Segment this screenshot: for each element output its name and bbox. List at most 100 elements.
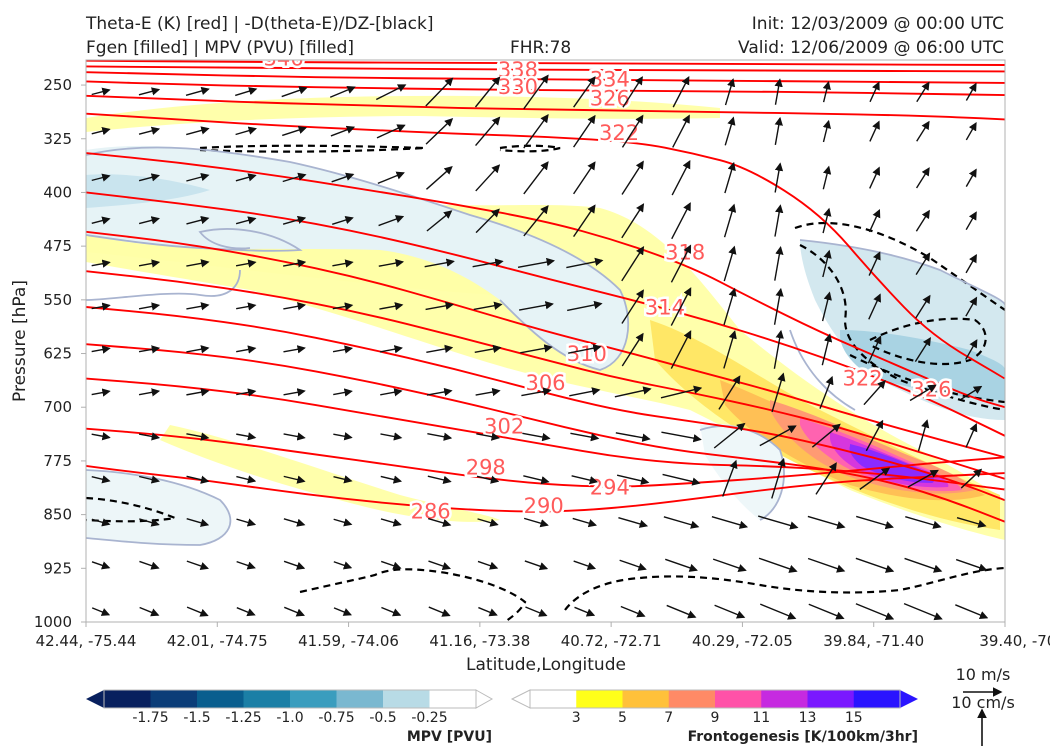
wind-vector-139 [380, 388, 403, 397]
wind-vectors [91, 74, 989, 621]
mpv-colorbar-tick-0: -1.75 [132, 710, 168, 726]
wind-vector-9 [523, 74, 549, 110]
theta-e-label-2: 338 [498, 58, 538, 82]
wind-vector-108 [723, 287, 737, 326]
wind-vector-206 [856, 515, 894, 530]
wind-vector-80 [283, 259, 307, 268]
vector-key-ms-label: 10 m/s [956, 665, 1011, 684]
wind-vector-19 [91, 127, 111, 136]
wind-vector-167 [811, 423, 841, 448]
theta-e-line-346 [944, 60, 1005, 61]
wind-vector-96 [138, 302, 161, 311]
fgen-colorbar-tick-0: 3 [572, 710, 581, 726]
wind-vector-25 [376, 124, 406, 139]
mpv-colorbar-tick-6: -0.25 [411, 710, 447, 726]
wind-vector-230 [186, 606, 209, 617]
wind-vector-55 [915, 167, 930, 189]
x-tick-label-7: 39.40, -70.7 [979, 632, 1050, 650]
wind-vector-198 [477, 518, 499, 527]
wind-vector-138 [333, 388, 353, 397]
wind-vector-67 [573, 204, 596, 237]
wind-vector-175 [283, 475, 306, 484]
wind-vector-17 [916, 81, 930, 103]
wind-vector-233 [333, 607, 352, 616]
theta-e-line-330 [86, 80, 1005, 97]
fgen-yellow-band-upper [86, 95, 720, 132]
theta-e-line-326 [86, 94, 1005, 121]
wind-vector-205 [807, 515, 846, 530]
stability-contour-lower-left [86, 496, 180, 523]
wind-vector-117 [236, 345, 257, 354]
wind-vector-215 [380, 560, 402, 570]
mpv-mid-right [840, 330, 1005, 400]
wind-vector-191 [139, 518, 160, 527]
wind-vector-208 [956, 516, 987, 528]
mpv-colorbar-segment-1 [150, 690, 198, 708]
wind-vector-152 [91, 432, 111, 441]
wind-vector-93 [915, 252, 931, 275]
wind-vector-197 [427, 517, 452, 528]
stability-contour-bottom [299, 566, 1005, 622]
wind-vector-223 [758, 557, 798, 573]
y-tick-label-7: 775 [43, 452, 72, 470]
wind-vector-82 [378, 258, 405, 268]
wind-vector-177 [380, 475, 403, 484]
wind-vector-32 [724, 116, 736, 146]
theta-e-line-306 [86, 270, 1005, 480]
wind-vector-12 [672, 76, 690, 108]
wind-vector-149 [863, 380, 886, 406]
fgen-yellow-band-lower [160, 425, 500, 522]
y-tick-label-9: 925 [43, 559, 72, 577]
y-tick-label-0: 250 [43, 76, 72, 94]
mpv-colorbar-extend-low [86, 690, 104, 708]
wind-vector-195 [333, 518, 353, 527]
theta-e-label-7: 318 [665, 241, 705, 265]
x-axis-ticks: 42.44, -75.44 42.01, -74.75 41.59, -74.06 4… [36, 622, 1050, 650]
wind-vector-106 [621, 289, 644, 324]
wind-vector-159 [427, 432, 453, 441]
theta-e-label-11: 302 [484, 415, 524, 439]
wind-vector-87 [621, 246, 645, 282]
theta-e-label-17: 326 [911, 377, 951, 401]
mpv-colorbar-tick-4: -0.75 [318, 710, 354, 726]
wind-vector-142 [521, 387, 552, 397]
x-tick-label-3: 41.16, -73.38 [429, 632, 530, 650]
wind-vector-30 [621, 114, 644, 148]
theta-e-line-322 [86, 112, 1005, 380]
wind-vector-33 [774, 116, 783, 146]
y-tick-label-8: 850 [43, 506, 72, 524]
title-left-1: Theta-E (K) [red] | -D(theta-E)/DZ-[blac… [86, 14, 434, 34]
wind-vector-107 [670, 287, 692, 326]
theta-e-label-4: 330 [498, 75, 538, 99]
wind-vector-94 [965, 253, 977, 274]
wind-vector-110 [821, 291, 832, 322]
wind-vector-14 [774, 78, 783, 105]
wind-vector-156 [283, 432, 306, 441]
wind-vector-4 [281, 86, 308, 98]
fgen-colorbar-tick-2: 7 [664, 710, 673, 726]
y-tick-label-6: 700 [43, 398, 72, 416]
wind-vector-137 [283, 388, 306, 397]
wind-vector-157 [333, 432, 353, 441]
wind-vector-182 [616, 474, 650, 485]
stability-contour-upper-2 [499, 144, 561, 153]
theta-e-line-314 [86, 191, 1005, 437]
wind-vector-165 [713, 422, 746, 449]
wind-vector-244 [855, 603, 895, 621]
wind-vector-228 [91, 607, 111, 616]
wind-vector-174 [236, 475, 257, 484]
wind-vector-114 [91, 345, 111, 354]
wind-vector-192 [186, 518, 210, 527]
wind-vector-36 [916, 120, 930, 142]
wind-vector-243 [808, 603, 845, 620]
wind-vector-125 [621, 332, 644, 367]
wind-vector-134 [138, 388, 161, 397]
wind-vector-121 [426, 344, 454, 354]
wind-vector-81 [332, 259, 354, 268]
fgen-colorbar-tick-4: 11 [752, 710, 770, 726]
wind-vector-231 [236, 607, 256, 617]
y-axis-label: Pressure [hPa] [10, 280, 30, 402]
wind-vector-150 [909, 384, 937, 402]
wind-vector-83 [424, 258, 455, 268]
wind-vector-204 [757, 515, 799, 530]
